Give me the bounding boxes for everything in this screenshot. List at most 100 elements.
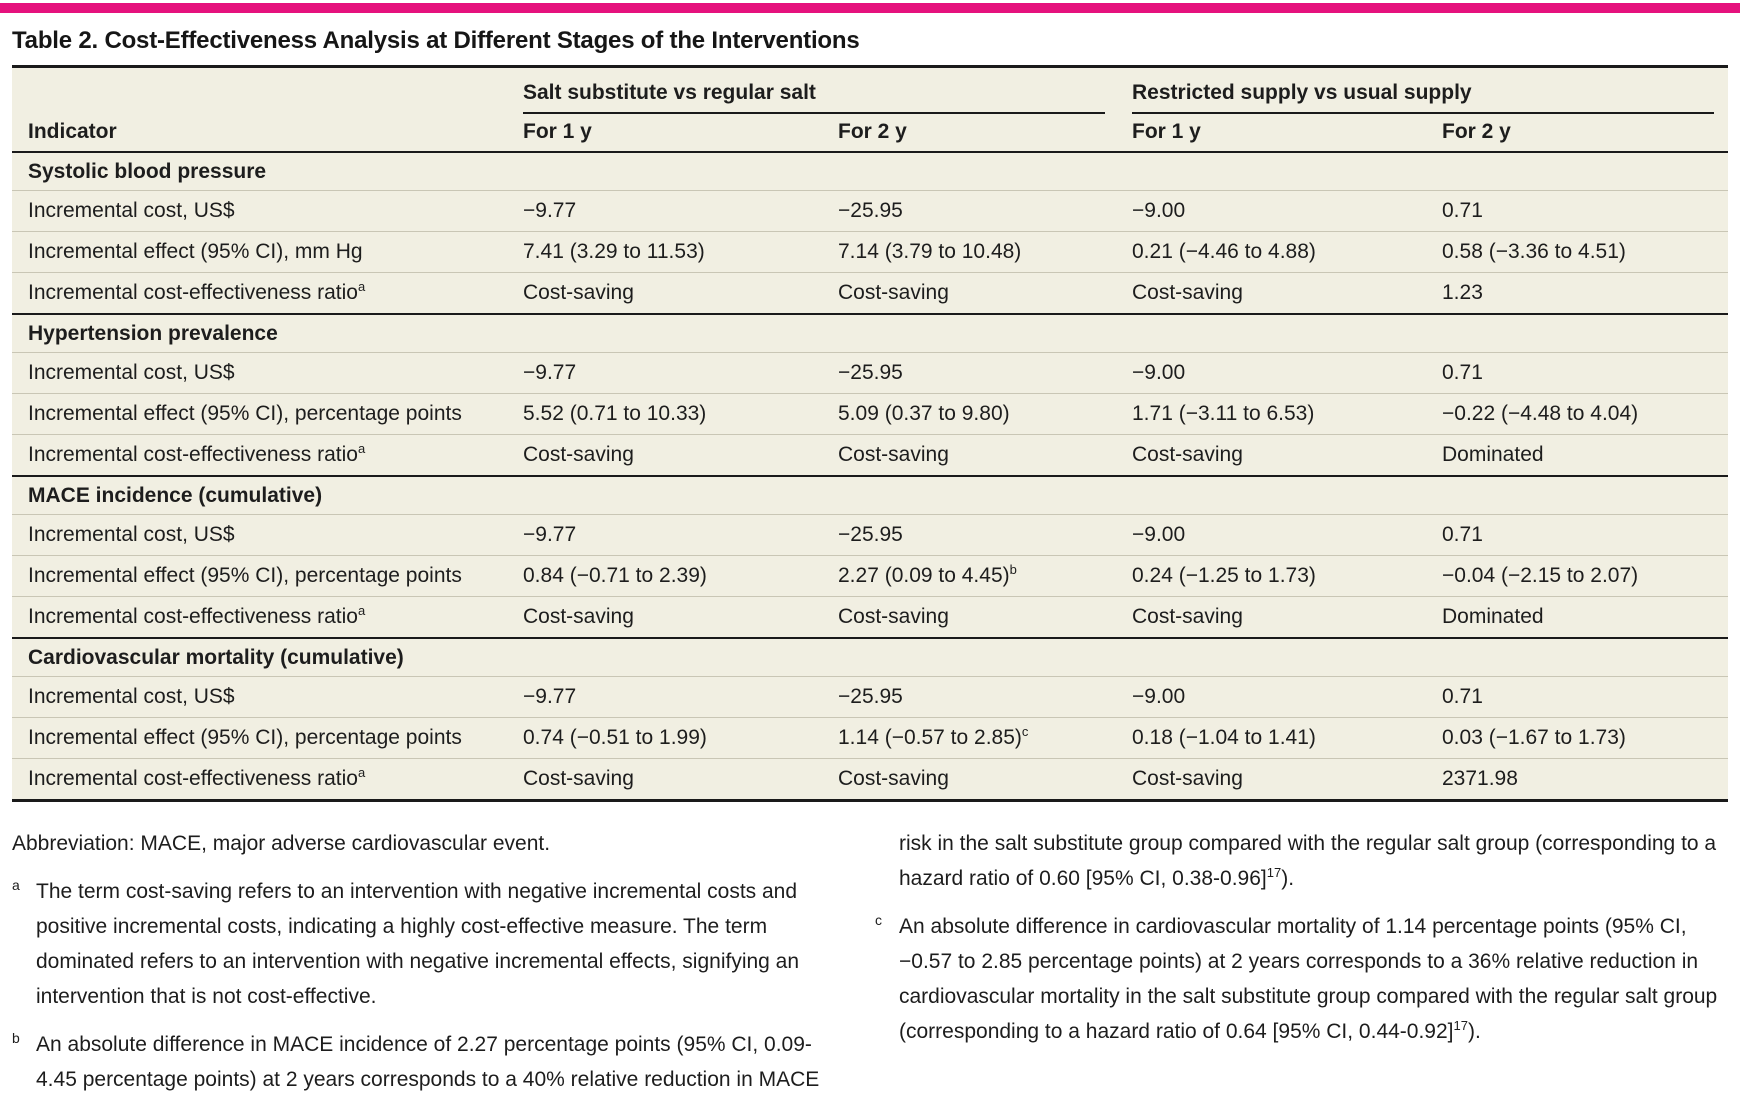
- section-cardiovascular-mortality: Cardiovascular mortality (cumulative) In…: [12, 637, 1728, 799]
- section-mace-incidence: MACE incidence (cumulative) Incremental …: [12, 475, 1728, 637]
- footnotes-right-column: risk in the salt substitute group compar…: [875, 826, 1728, 1110]
- footnote-marker: b: [1009, 562, 1017, 577]
- table-row: Incremental cost-effectiveness ratioa Co…: [12, 758, 1728, 799]
- table-row: Incremental cost-effectiveness ratioa Co…: [12, 272, 1728, 313]
- footnote-b-continuation: risk in the salt substitute group compar…: [899, 832, 1717, 890]
- table-cell: 0.21 (−4.46 to 4.88): [1132, 240, 1316, 263]
- footnote-c: c An absolute difference in cardiovascul…: [875, 909, 1728, 1049]
- table-cell: −25.95: [838, 523, 903, 546]
- table-cell: −0.04 (−2.15 to 2.07): [1442, 564, 1639, 587]
- section-systolic-blood-pressure: Systolic blood pressure Incremental cost…: [12, 151, 1728, 313]
- journal-brand-bar: [0, 3, 1740, 13]
- table-cell: Cost-saving: [523, 281, 634, 304]
- footnote-a: a The term cost-saving refers to an inte…: [12, 874, 840, 1014]
- indicator-column-header: Indicator: [28, 120, 117, 143]
- table-row: Incremental cost, US$ −9.77 −25.95 −9.00…: [12, 352, 1728, 393]
- table-cell: 0.84 (−0.71 to 2.39): [523, 564, 707, 587]
- footnote-marker: a: [357, 603, 366, 618]
- table-cell: 0.03 (−1.67 to 1.73): [1442, 726, 1626, 749]
- table-cell: 0.58 (−3.36 to 4.51): [1442, 240, 1626, 263]
- table-cell: Cost-saving: [523, 443, 634, 466]
- table-cell: −9.00: [1132, 361, 1186, 384]
- table-cell: 0.18 (−1.04 to 1.41): [1132, 726, 1316, 749]
- footnote-a-marker: a: [12, 877, 20, 893]
- section-header-row: MACE incidence (cumulative): [12, 477, 1728, 514]
- row-label: Incremental effect (95% CI), percentage …: [28, 726, 462, 749]
- table-cell: −25.95: [838, 361, 903, 384]
- table-row: Incremental cost-effectiveness ratioa Co…: [12, 434, 1728, 475]
- row-label: Incremental cost-effectiveness ratioa: [28, 765, 366, 790]
- table-cell: Cost-saving: [838, 767, 949, 790]
- column-header-row: Indicator For 1 y For 2 y For 1 y For 2 …: [12, 114, 1728, 151]
- table-row: Incremental effect (95% CI), mm Hg 7.41 …: [12, 231, 1728, 272]
- table-row: Incremental effect (95% CI), percentage …: [12, 393, 1728, 434]
- table-row: Incremental effect (95% CI), percentage …: [12, 555, 1728, 596]
- table-title: Table 2. Cost-Effectiveness Analysis at …: [12, 27, 860, 54]
- table-cell: 0.71: [1442, 361, 1483, 384]
- section-label: Systolic blood pressure: [28, 159, 267, 183]
- column-header: For 2 y: [1442, 120, 1511, 143]
- table-cell: −9.00: [1132, 523, 1186, 546]
- section-hypertension-prevalence: Hypertension prevalence Incremental cost…: [12, 313, 1728, 475]
- section-header-row: Hypertension prevalence: [12, 315, 1728, 352]
- section-header-row: Systolic blood pressure: [12, 153, 1728, 190]
- table-cell: 5.52 (0.71 to 10.33): [523, 402, 707, 425]
- table-body: Systolic blood pressure Incremental cost…: [12, 151, 1728, 802]
- footnotes-left-column: Abbreviation: MACE, major adverse cardio…: [12, 826, 840, 1110]
- table-cell: −9.77: [523, 523, 577, 546]
- table-cell: 0.71: [1442, 523, 1483, 546]
- footnote-marker: a: [357, 279, 366, 294]
- table-cell: 2371.98: [1442, 767, 1518, 790]
- section-header-row: Cardiovascular mortality (cumulative): [12, 639, 1728, 676]
- table-cell: Cost-saving: [838, 605, 949, 628]
- reference-superscript: 17: [1453, 1018, 1468, 1033]
- table-cell: Cost-saving: [838, 281, 949, 304]
- row-label: Incremental cost-effectiveness ratioa: [28, 441, 366, 466]
- table-cell: 0.24 (−1.25 to 1.73): [1132, 564, 1316, 587]
- table-cell: −25.95: [838, 199, 903, 222]
- table-row: Incremental effect (95% CI), percentage …: [12, 717, 1728, 758]
- row-label: Incremental cost-effectiveness ratioa: [28, 279, 366, 304]
- row-label: Incremental cost, US$: [28, 523, 235, 546]
- footnote-b: b An absolute difference in MACE inciden…: [12, 1027, 840, 1097]
- footnote-c-text: An absolute difference in cardiovascular…: [899, 915, 1718, 1043]
- table-cell: Dominated: [1442, 443, 1544, 466]
- column-header: For 2 y: [838, 120, 907, 143]
- table-cell: 1.23: [1442, 281, 1483, 304]
- footnote-marker: c: [1021, 724, 1029, 739]
- column-group-restricted-supply: Restricted supply vs usual supply: [1132, 68, 1714, 114]
- row-label: Incremental effect (95% CI), mm Hg: [28, 240, 363, 263]
- column-group-salt-substitute: Salt substitute vs regular salt: [523, 68, 1105, 114]
- table-cell: −25.95: [838, 685, 903, 708]
- cost-effectiveness-table: Salt substitute vs regular salt Restrict…: [12, 65, 1728, 802]
- table-cell: 5.09 (0.37 to 9.80): [838, 402, 1010, 425]
- table-cell: 1.71 (−3.11 to 6.53): [1132, 402, 1315, 425]
- footnote-a-text: The term cost-saving refers to an interv…: [36, 880, 800, 1008]
- table-cell: −9.77: [523, 361, 577, 384]
- table-row: Incremental cost, US$ −9.77 −25.95 −9.00…: [12, 514, 1728, 555]
- table-cell: Cost-saving: [1132, 281, 1243, 304]
- footnote-c-marker: c: [875, 912, 882, 928]
- column-group-label: Salt substitute vs regular salt: [523, 81, 816, 104]
- table-cell: 2.27 (0.09 to 4.45)b: [838, 562, 1017, 587]
- row-label: Incremental effect (95% CI), percentage …: [28, 564, 462, 587]
- table-cell: Cost-saving: [1132, 443, 1243, 466]
- row-label: Incremental cost-effectiveness ratioa: [28, 603, 366, 628]
- column-group-label: Restricted supply vs usual supply: [1132, 81, 1472, 104]
- table-cell: −9.00: [1132, 685, 1186, 708]
- footnote-b-marker: b: [12, 1030, 20, 1046]
- table-cell: 7.14 (3.79 to 10.48): [838, 240, 1022, 263]
- row-label: Incremental effect (95% CI), percentage …: [28, 402, 462, 425]
- section-label: Cardiovascular mortality (cumulative): [28, 645, 404, 669]
- table-row: Incremental cost, US$ −9.77 −25.95 −9.00…: [12, 190, 1728, 231]
- table-cell: Dominated: [1442, 605, 1544, 628]
- table-footnotes: Abbreviation: MACE, major adverse cardio…: [12, 826, 1728, 1110]
- section-label: MACE incidence (cumulative): [28, 483, 323, 507]
- table-cell: Cost-saving: [1132, 605, 1243, 628]
- table-cell: Cost-saving: [1132, 767, 1243, 790]
- table-cell: 1.14 (−0.57 to 2.85)c: [838, 724, 1029, 749]
- row-label: Incremental cost, US$: [28, 199, 235, 222]
- row-label: Incremental cost, US$: [28, 685, 235, 708]
- table-cell: −9.00: [1132, 199, 1186, 222]
- table-cell: 0.74 (−0.51 to 1.99): [523, 726, 707, 749]
